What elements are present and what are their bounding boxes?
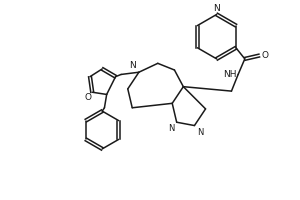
Text: N: N [168, 124, 174, 133]
Text: N: N [213, 4, 220, 13]
Text: N: N [197, 128, 203, 137]
Text: O: O [262, 51, 268, 60]
Text: NH: NH [224, 70, 237, 79]
Text: O: O [84, 93, 91, 102]
Text: N: N [129, 61, 136, 70]
